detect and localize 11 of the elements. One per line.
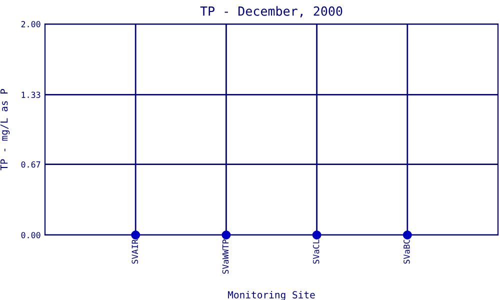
y-tick-label: 2.00 bbox=[21, 21, 40, 28]
y-tick-label: 1.33 bbox=[22, 92, 40, 98]
x-tick-label: SVaCL bbox=[312, 240, 320, 264]
y-tick-label: 0.00 bbox=[21, 232, 40, 238]
chart-title: TP - December, 2000 bbox=[200, 6, 342, 18]
x-tick-label: SVAIR bbox=[132, 239, 138, 264]
y-axis-title: TP - mg/L as P bbox=[0, 88, 10, 170]
x-axis-title: Monitoring Site bbox=[228, 290, 315, 300]
y-tick-label: 0.67 bbox=[21, 161, 40, 168]
x-tick-label: SVaBC bbox=[404, 240, 410, 264]
x-tick-label: SVaWWTP bbox=[222, 240, 229, 274]
